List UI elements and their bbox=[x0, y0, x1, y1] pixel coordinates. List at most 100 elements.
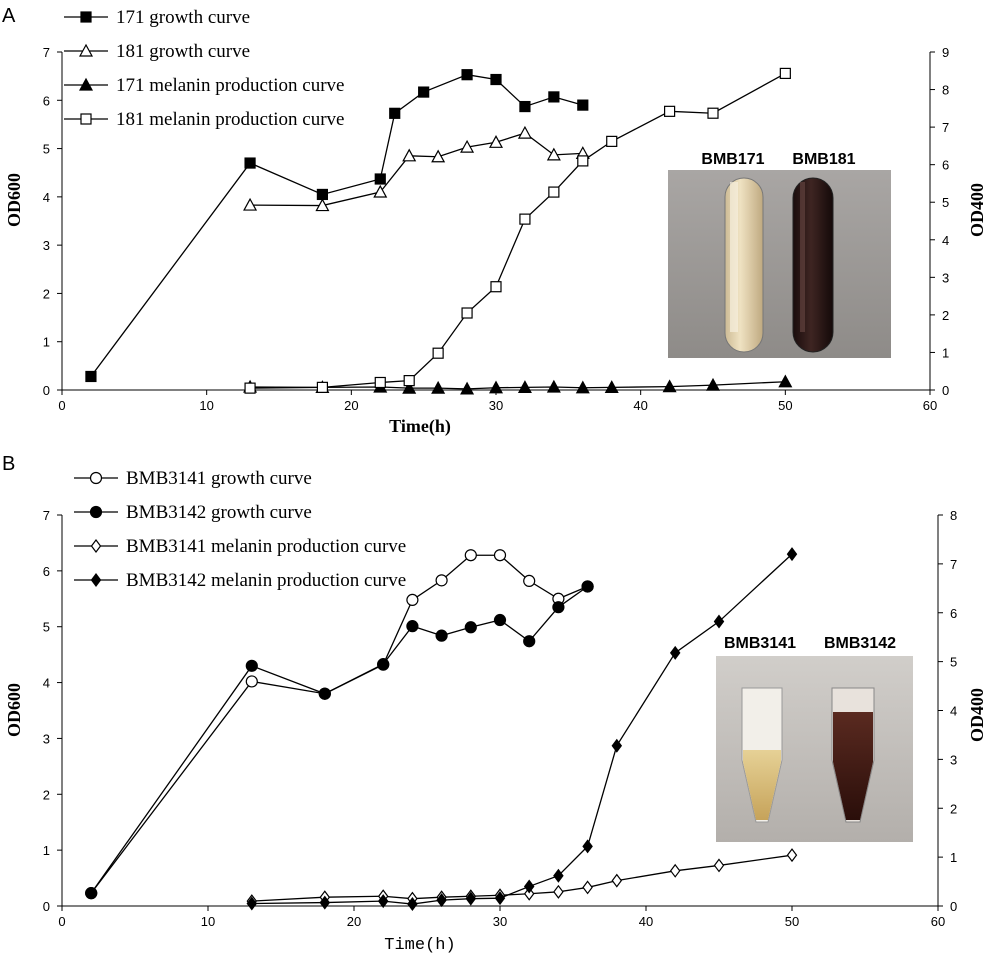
y-tick-label-right: 0 bbox=[950, 899, 957, 914]
legend-entry-181-melanin-production-curve: 181 melanin production curve bbox=[64, 109, 344, 130]
legend-marker bbox=[80, 11, 92, 23]
series-bmb3141-growth-curve bbox=[85, 549, 594, 900]
data-point bbox=[582, 880, 593, 895]
data-point bbox=[662, 379, 677, 393]
axes-b: 0 10 20 30 40 50 60 0 1 2 3 4 5 6 7 0 1 2 3 4 5 6 7 8 bbox=[43, 508, 957, 929]
panel-b: B BMB3141 BMB3142 0 10 20 30 40 50 60012345670… bbox=[2, 453, 987, 955]
series-181-growth-curve bbox=[243, 125, 590, 212]
axes-a: 0 10 20 30 40 50 60 0 1 2 3 4 5 6 7 0 1 2 3 4 5 6 7 8 9 bbox=[43, 45, 949, 413]
data-point bbox=[577, 99, 589, 111]
legend-entry-bmb3142-growth-curve: BMB3142 growth curve bbox=[74, 502, 312, 523]
series-171-growth-curve bbox=[85, 69, 589, 383]
legend-label: 181 melanin production curve bbox=[116, 109, 344, 130]
x-axis-title-b: Time(h) bbox=[384, 936, 455, 955]
data-point bbox=[546, 147, 561, 161]
data-point bbox=[418, 86, 430, 98]
y-axis-title-right-a: OD400 bbox=[967, 183, 987, 237]
panel-letter-b: B bbox=[2, 453, 15, 475]
y-tick-label-left: 6 bbox=[43, 93, 50, 108]
data-point bbox=[374, 376, 386, 389]
tube-photo-a: BMB171 BMB181 bbox=[668, 151, 891, 358]
legend-marker bbox=[78, 43, 94, 57]
series-line-bmb3142-growth-curve bbox=[90, 585, 588, 894]
y-tick-label-left: 5 bbox=[43, 142, 50, 157]
series-bmb3142-melanin-production-curve bbox=[246, 547, 798, 912]
y-tick-label-right: 8 bbox=[942, 83, 949, 98]
data-point bbox=[319, 895, 331, 910]
y-tick-label-left: 4 bbox=[43, 676, 50, 691]
x-axis-title-a: Time(h) bbox=[389, 416, 451, 437]
data-point bbox=[377, 658, 390, 671]
panel-a: A BMB171 BMB181 0 10 20 30 40 50 60 0 1 2 3 4 5 6 7 0 1 2… bbox=[2, 5, 987, 437]
legend-marker bbox=[89, 505, 103, 519]
y-tick-label-left: 0 bbox=[43, 899, 50, 914]
legend-entry-bmb3142-melanin-production-curve: BMB3142 melanin production curve bbox=[74, 570, 406, 591]
photo-label-bmb171: BMB171 bbox=[701, 151, 764, 168]
data-point bbox=[435, 574, 448, 587]
y-tick-label-right: 3 bbox=[942, 270, 949, 285]
data-point bbox=[402, 380, 417, 394]
series-group-a bbox=[85, 67, 793, 395]
x-tick-label: 20 bbox=[347, 914, 361, 929]
legend-entry-171-growth-curve: 171 growth curve bbox=[64, 7, 250, 28]
x-tick-label: 60 bbox=[931, 914, 945, 929]
y-tick-label-right: 4 bbox=[950, 704, 957, 719]
x-tick-label: 30 bbox=[489, 398, 503, 413]
data-point bbox=[431, 380, 446, 394]
series-181-melanin-production-curve bbox=[244, 67, 791, 394]
y-tick-label-left: 6 bbox=[43, 564, 50, 579]
data-point bbox=[407, 897, 418, 912]
data-point bbox=[577, 155, 589, 167]
data-point bbox=[245, 675, 258, 688]
legend-label: 171 melanin production curve bbox=[116, 75, 344, 96]
y-tick-label-left: 7 bbox=[43, 508, 50, 523]
x-tick-label: 30 bbox=[493, 914, 507, 929]
legend-marker bbox=[78, 77, 94, 91]
y-tick-label-left: 1 bbox=[43, 843, 50, 858]
x-tick-label: 10 bbox=[201, 914, 215, 929]
data-point bbox=[546, 379, 561, 393]
legend-b: BMB3141 growth curve BMB3142 growth curve… bbox=[74, 468, 406, 591]
y-tick-label-right: 6 bbox=[942, 158, 949, 173]
tube-photo-b: BMB3141 BMB3142 bbox=[716, 635, 913, 842]
panel-letter-a: A bbox=[2, 5, 16, 27]
y-tick-label-right: 8 bbox=[950, 508, 957, 523]
data-point bbox=[389, 107, 401, 119]
data-point bbox=[786, 848, 798, 863]
y-tick-label-right: 7 bbox=[942, 120, 949, 135]
x-tick-label: 40 bbox=[639, 914, 653, 929]
data-point bbox=[713, 614, 725, 629]
y-tick-label-left: 4 bbox=[43, 190, 50, 205]
data-point bbox=[318, 687, 331, 700]
data-point bbox=[548, 91, 560, 103]
data-point bbox=[490, 73, 502, 86]
series-bmb3141-melanin-production-curve bbox=[246, 848, 798, 909]
y-tick-label-right: 0 bbox=[942, 383, 949, 398]
y-tick-label-right: 3 bbox=[950, 752, 957, 767]
data-point bbox=[402, 148, 417, 162]
data-point bbox=[432, 347, 444, 359]
legend-marker bbox=[89, 471, 103, 485]
data-point bbox=[786, 547, 798, 562]
y-tick-label-left: 2 bbox=[43, 286, 50, 301]
data-point bbox=[519, 100, 531, 113]
data-point bbox=[464, 621, 477, 634]
data-point bbox=[461, 69, 473, 81]
y-tick-label-left: 7 bbox=[43, 45, 50, 60]
x-tick-label: 50 bbox=[778, 398, 792, 413]
data-point bbox=[713, 858, 725, 873]
y-tick-label-left: 5 bbox=[43, 620, 50, 635]
data-point bbox=[494, 891, 506, 906]
y-tick-label-left: 3 bbox=[43, 731, 50, 746]
data-point bbox=[523, 886, 535, 901]
data-point bbox=[436, 893, 447, 908]
data-point bbox=[374, 173, 386, 185]
data-point bbox=[406, 593, 419, 607]
data-point bbox=[779, 67, 791, 80]
photo-label-bmb3141: BMB3141 bbox=[724, 635, 796, 652]
photo-label-bmb3142: BMB3142 bbox=[824, 635, 896, 652]
data-point bbox=[460, 139, 475, 153]
legend-entry-181-growth-curve: 181 growth curve bbox=[64, 41, 250, 62]
data-point bbox=[406, 620, 419, 633]
